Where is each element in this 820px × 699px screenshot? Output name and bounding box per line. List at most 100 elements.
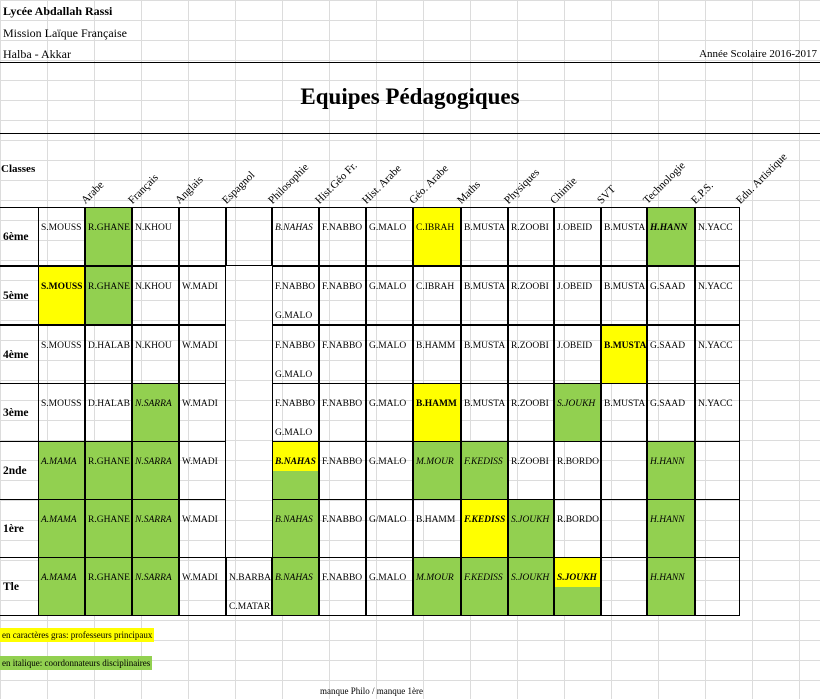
teacher-cell[interactable]: N.KHOU: [132, 325, 179, 384]
teacher-cell[interactable]: N.YACC: [695, 383, 740, 442]
teacher-cell[interactable]: R.GHANE: [85, 266, 132, 325]
teacher-cell[interactable]: R.ZOOBI: [508, 207, 554, 266]
teacher-cell[interactable]: F.NABBO: [319, 557, 366, 616]
teacher-cell[interactable]: R.ZOOBI: [508, 383, 554, 442]
teacher-cell[interactable]: S.JOUKH: [508, 499, 554, 558]
teacher-cell[interactable]: A.MAMA: [38, 557, 85, 616]
teacher-cell[interactable]: B.MUSTA: [601, 207, 647, 266]
teacher-cell[interactable]: N.SARRA: [132, 383, 179, 442]
teacher-cell[interactable]: C.IBRAH: [413, 207, 461, 266]
teacher-cell[interactable]: G.MALO: [366, 441, 413, 500]
teacher-cell[interactable]: S.JOUKH: [554, 557, 601, 616]
teacher-cell[interactable]: G.SAAD: [647, 383, 695, 442]
teacher-cell[interactable]: [601, 557, 647, 616]
teacher-cell[interactable]: F.NABBO: [319, 325, 366, 384]
teacher-cell[interactable]: B.MUSTA: [601, 325, 647, 384]
teacher-cell[interactable]: D.HALAB: [85, 325, 132, 384]
teacher-cell[interactable]: R.ZOOBI: [508, 266, 554, 325]
teacher-cell[interactable]: G/MALO: [366, 499, 413, 558]
teacher-cell[interactable]: M.MOUR: [413, 557, 461, 616]
teacher-cell[interactable]: S.MOUSS: [38, 207, 85, 266]
teacher-cell[interactable]: G.MALO: [366, 266, 413, 325]
teacher-cell[interactable]: S.MOUSS: [38, 383, 85, 442]
teacher-cell[interactable]: S.JOUKH: [554, 383, 601, 442]
teacher-cell[interactable]: B.MUSTA: [461, 383, 508, 442]
teacher-cell[interactable]: G.MALO: [366, 383, 413, 442]
teacher-cell[interactable]: G.MALO: [366, 557, 413, 616]
teacher-cell[interactable]: S.JOUKH: [508, 557, 554, 616]
teacher-cell[interactable]: C.IBRAH: [413, 266, 461, 325]
teacher-cell[interactable]: B.MUSTA: [601, 266, 647, 325]
teacher-cell[interactable]: D.HALAB: [85, 383, 132, 442]
teacher-cell[interactable]: J.OBEID: [554, 266, 601, 325]
teacher-cell[interactable]: [695, 441, 740, 500]
teacher-cell[interactable]: N.YACC: [695, 325, 740, 384]
teacher-cell[interactable]: F.NABBO: [319, 441, 366, 500]
teacher-cell[interactable]: F.KEDISS: [461, 441, 508, 500]
teacher-cell[interactable]: G.SAAD: [647, 266, 695, 325]
teacher-cell[interactable]: S.MOUSS: [38, 325, 85, 384]
teacher-cell[interactable]: [695, 557, 740, 616]
teacher-cell[interactable]: B.HAMM: [413, 325, 461, 384]
teacher-cell[interactable]: R.GHANE: [85, 557, 132, 616]
teacher-cell[interactable]: B.MUSTA: [461, 266, 508, 325]
teacher-cell[interactable]: F.KEDISS: [461, 557, 508, 616]
teacher-cell[interactable]: R.ZOOBI: [508, 441, 554, 500]
teacher-cell[interactable]: H.HANN: [647, 557, 695, 616]
teacher-cell[interactable]: F.NABBO: [319, 499, 366, 558]
teacher-cell[interactable]: B.NAHAS: [272, 441, 319, 500]
teacher-cell[interactable]: H.HANN: [647, 499, 695, 558]
teacher-cell[interactable]: A.MAMA: [38, 499, 85, 558]
teacher-cell[interactable]: [695, 499, 740, 558]
teacher-cell[interactable]: N.BARBA C.MATAR: [226, 557, 272, 616]
teacher-cell[interactable]: F.NABBO G.MALO: [272, 383, 319, 442]
teacher-cell[interactable]: F.NABBO G.MALO: [272, 325, 319, 384]
teacher-cell[interactable]: G.SAAD: [647, 325, 695, 384]
teacher-cell[interactable]: B.HAMM: [413, 499, 461, 558]
teacher-cell[interactable]: F.NABBO: [319, 383, 366, 442]
teacher-cell[interactable]: S.MOUSS: [38, 266, 85, 325]
teacher-cell[interactable]: R.GHANE: [85, 499, 132, 558]
teacher-cell[interactable]: [179, 207, 226, 266]
teacher-cell[interactable]: W.MADI: [179, 383, 226, 442]
teacher-cell[interactable]: W.MADI: [179, 557, 226, 616]
teacher-cell[interactable]: A.MAMA: [38, 441, 85, 500]
teacher-cell[interactable]: B.NAHAS: [272, 499, 319, 558]
teacher-cell[interactable]: [601, 499, 647, 558]
teacher-cell[interactable]: R.ZOOBI: [508, 325, 554, 384]
teacher-cell[interactable]: G.MALO: [366, 325, 413, 384]
teacher-cell[interactable]: G.MALO: [366, 207, 413, 266]
teacher-cell[interactable]: B.NAHAS: [272, 207, 319, 266]
teacher-cell[interactable]: H.HANN: [647, 207, 695, 266]
teacher-cell[interactable]: J.OBEID: [554, 325, 601, 384]
teacher-cell[interactable]: B.MUSTA: [461, 325, 508, 384]
teacher-cell[interactable]: N.KHOU: [132, 207, 179, 266]
teacher-cell[interactable]: F.NABBO: [319, 266, 366, 325]
teacher-cell[interactable]: N.SARRA: [132, 499, 179, 558]
teacher-cell[interactable]: J.OBEID: [554, 207, 601, 266]
teacher-cell[interactable]: R.GHANE: [85, 441, 132, 500]
teacher-cell[interactable]: F.KEDISS: [461, 499, 508, 558]
teacher-cell[interactable]: F.NABBO: [319, 207, 366, 266]
teacher-cell[interactable]: B.NAHAS: [272, 557, 319, 616]
teacher-cell[interactable]: N.SARRA: [132, 441, 179, 500]
teacher-cell[interactable]: N.YACC: [695, 207, 740, 266]
teacher-cell[interactable]: W.MADI: [179, 441, 226, 500]
teacher-cell[interactable]: R.BORDO: [554, 499, 601, 558]
teacher-cell[interactable]: W.MADI: [179, 325, 226, 384]
teacher-cell[interactable]: B.HAMM: [413, 383, 461, 442]
teacher-cell[interactable]: N.SARRA: [132, 557, 179, 616]
teacher-cell[interactable]: N.YACC: [695, 266, 740, 325]
teacher-cell[interactable]: B.MUSTA: [601, 383, 647, 442]
teacher-cell[interactable]: [226, 207, 272, 266]
teacher-cell[interactable]: N.KHOU: [132, 266, 179, 325]
teacher-cell[interactable]: H.HANN: [647, 441, 695, 500]
teacher-cell[interactable]: W.MADI: [179, 266, 226, 325]
teacher-cell[interactable]: W.MADI: [179, 499, 226, 558]
teacher-cell[interactable]: F.NABBO G.MALO: [272, 266, 319, 325]
teacher-cell[interactable]: B.MUSTA: [461, 207, 508, 266]
teacher-cell[interactable]: [601, 441, 647, 500]
teacher-cell[interactable]: R.BORDO: [554, 441, 601, 500]
teacher-cell[interactable]: M.MOUR: [413, 441, 461, 500]
teacher-cell[interactable]: R.GHANE: [85, 207, 132, 266]
